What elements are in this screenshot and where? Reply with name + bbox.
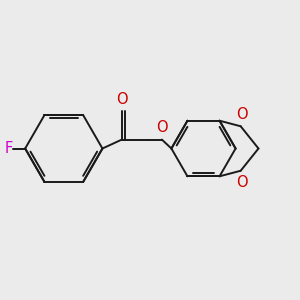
Text: O: O <box>156 120 168 135</box>
Text: O: O <box>236 107 248 122</box>
Text: O: O <box>116 92 128 107</box>
Text: O: O <box>236 175 248 190</box>
Text: F: F <box>4 141 12 156</box>
